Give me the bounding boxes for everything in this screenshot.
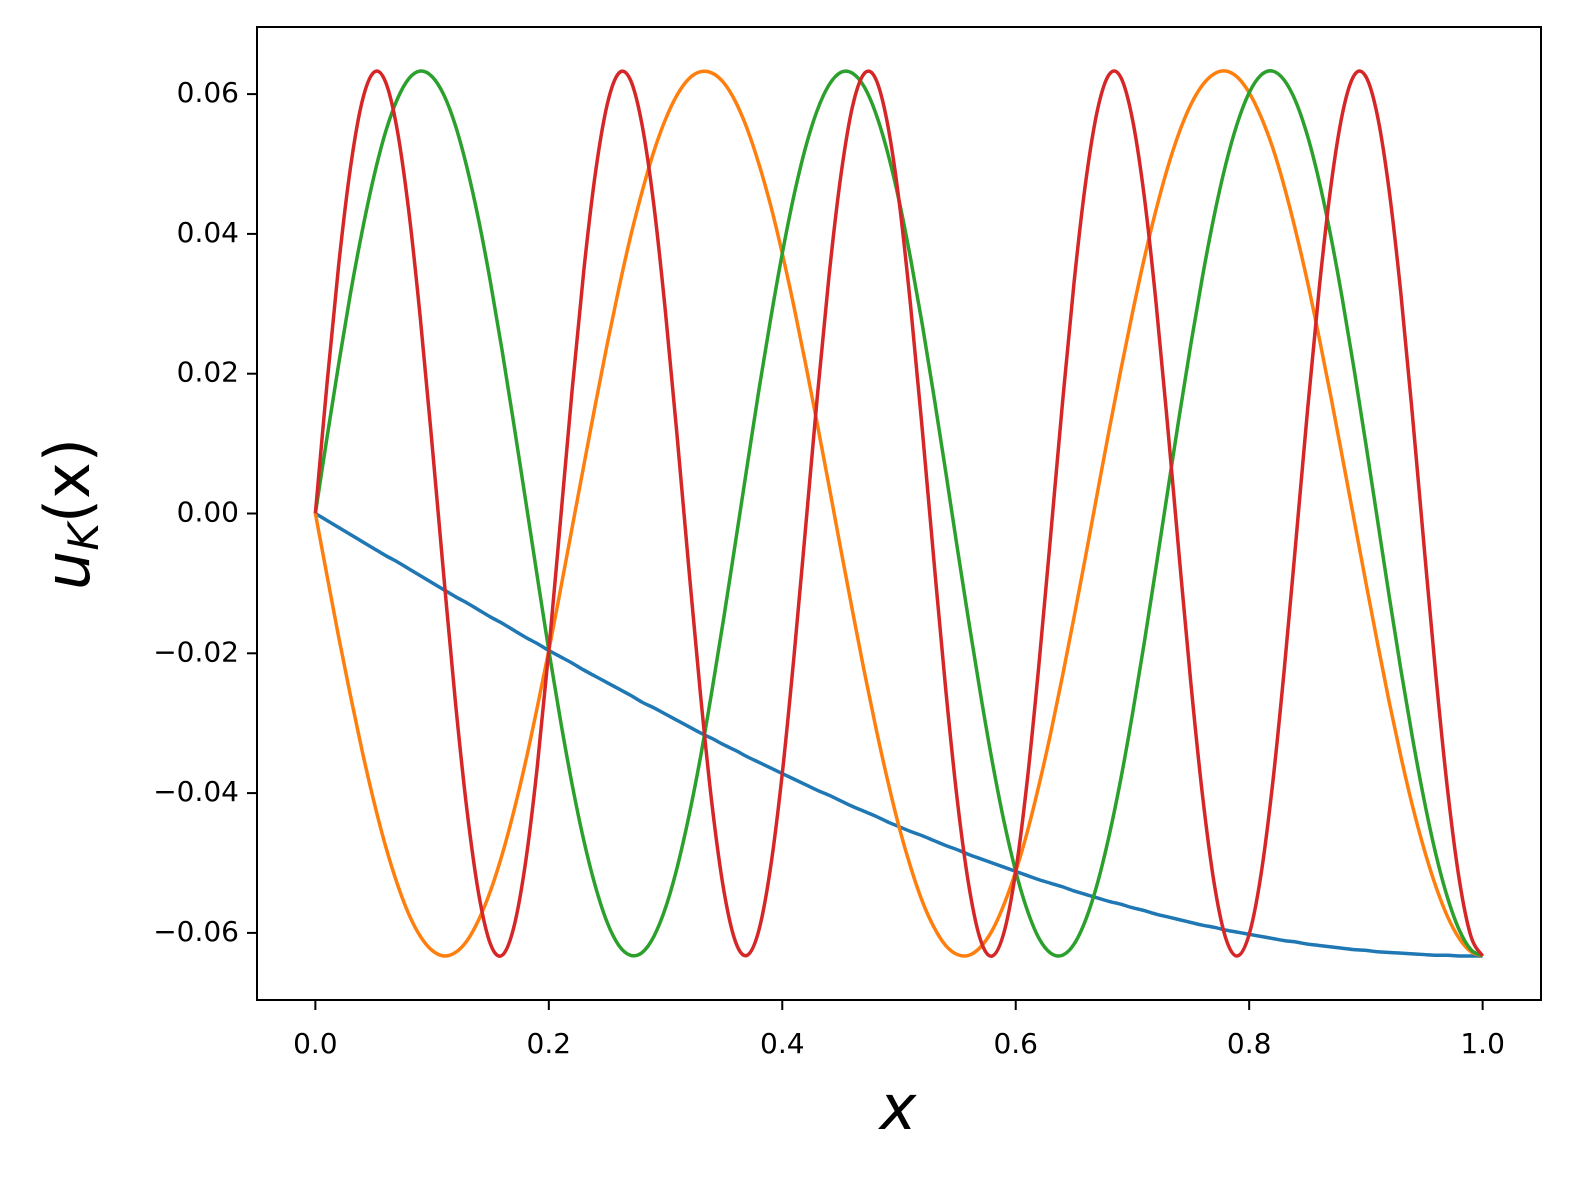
y-tick-label: −0.04 [153, 775, 239, 808]
x-tick-label: 0.6 [993, 1027, 1038, 1060]
x-tick-label: 0.4 [760, 1027, 805, 1060]
y-label-base: u [31, 551, 104, 590]
plot-frame [256, 26, 1542, 1001]
y-tick-label: 0.06 [177, 76, 239, 109]
series-line [313, 69, 1484, 958]
y-tick-label: 0.02 [177, 356, 239, 389]
y-tick-label: −0.06 [153, 915, 239, 948]
y-tick-label: 0.00 [177, 496, 239, 529]
y-tick-label: −0.02 [153, 635, 239, 668]
x-tick-label: 0.2 [527, 1027, 572, 1060]
y-label-suffix: (x) [31, 438, 104, 523]
x-axis-label: x [878, 1071, 918, 1144]
series-line [313, 69, 1485, 958]
x-tick-label: 0.8 [1227, 1027, 1272, 1060]
x-tick-label: 0.0 [293, 1027, 338, 1060]
y-axis-label: uK(x) [31, 438, 107, 590]
x-tick-label: 1.0 [1460, 1027, 1505, 1060]
y-label-subscript: K [59, 520, 108, 551]
y-tick-label: 0.04 [177, 216, 239, 249]
